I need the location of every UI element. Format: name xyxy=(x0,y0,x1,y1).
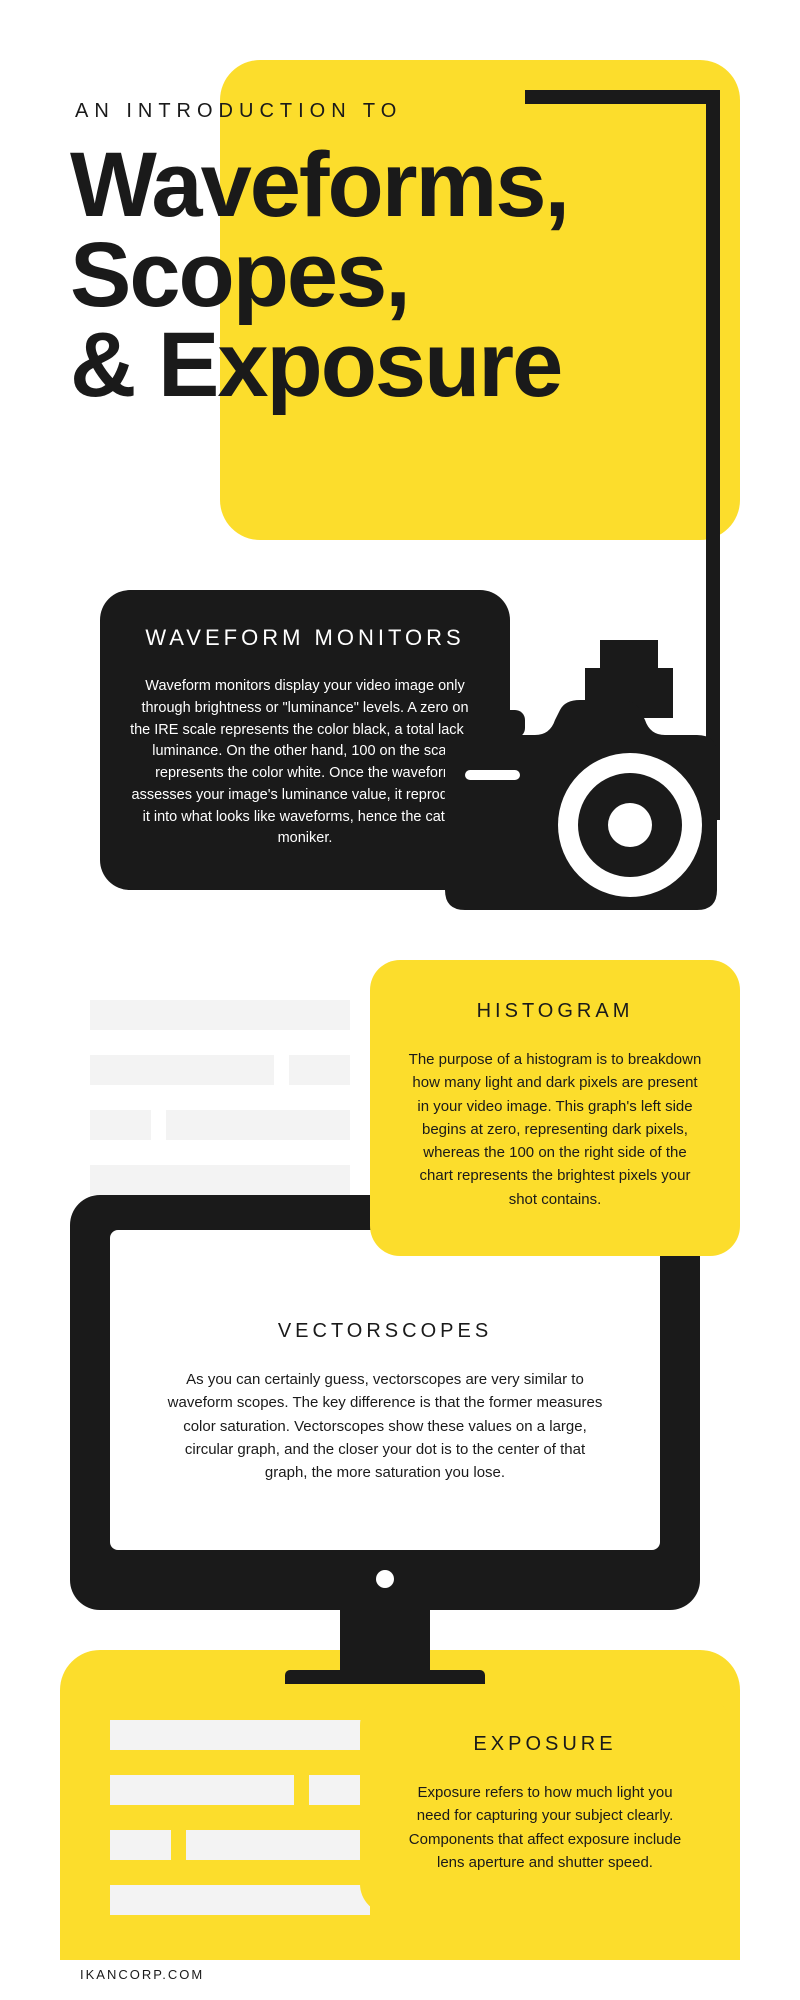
title-line-2: Scopes, xyxy=(70,230,568,320)
histogram-body: The purpose of a histogram is to breakdo… xyxy=(405,1048,705,1211)
histogram-title: HISTOGRAM xyxy=(405,1000,705,1023)
monitor-icon: VECTORSCOPES As you can certainly guess,… xyxy=(70,1195,700,1684)
monitor-button-icon xyxy=(376,1570,394,1588)
title-line-3: & Exposure xyxy=(70,320,568,410)
decorative-bars-2 xyxy=(110,1720,370,1940)
vectorscopes-body: As you can certainly guess, vectorscopes… xyxy=(165,1368,605,1484)
eyebrow-text: AN INTRODUCTION TO xyxy=(75,100,402,123)
page-title: Waveforms, Scopes, & Exposure xyxy=(70,140,568,410)
vectorscopes-card: VECTORSCOPES As you can certainly guess,… xyxy=(110,1230,660,1550)
infographic-container: AN INTRODUCTION TO Waveforms, Scopes, & … xyxy=(0,0,800,2000)
vectorscopes-title: VECTORSCOPES xyxy=(165,1320,605,1343)
footer-credit: IKANCORP.COM xyxy=(80,1967,204,1982)
camera-icon xyxy=(435,640,725,920)
title-line-1: Waveforms, xyxy=(70,140,568,230)
monitor-base xyxy=(285,1670,485,1684)
exposure-body: Exposure refers to how much light you ne… xyxy=(405,1781,685,1874)
exposure-card: EXPOSURE Exposure refers to how much lig… xyxy=(360,1695,730,1914)
decorative-bars-1 xyxy=(90,1000,350,1220)
monitor-frame: VECTORSCOPES As you can certainly guess,… xyxy=(70,1195,700,1610)
exposure-title: EXPOSURE xyxy=(405,1733,685,1756)
waveform-body: Waveform monitors display your video ima… xyxy=(130,676,480,850)
waveform-title: WAVEFORM MONITORS xyxy=(130,625,480,651)
histogram-card: HISTOGRAM The purpose of a histogram is … xyxy=(370,960,740,1256)
monitor-stand xyxy=(340,1610,430,1670)
